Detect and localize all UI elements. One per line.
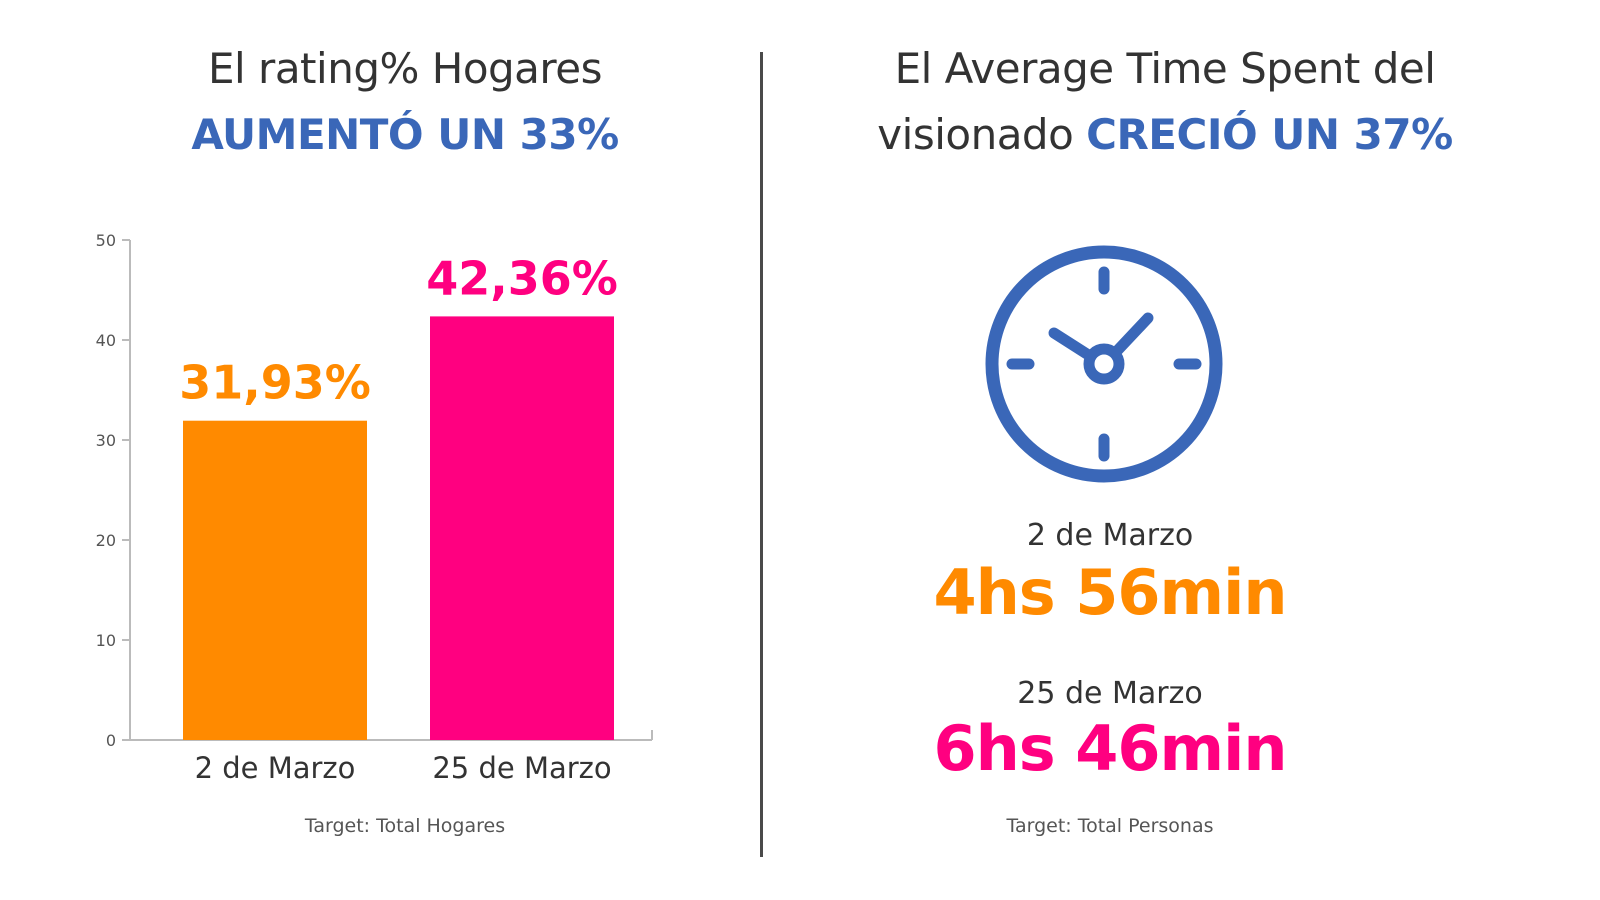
y-tick-label: 0 [106,731,116,750]
bar [430,316,614,740]
bar-data-label: 31,93% [179,356,371,410]
x-tick-label: 2 de Marzo [195,751,356,785]
stat-1-label: 2 de Marzo [1026,518,1194,553]
y-tick-label: 50 [96,231,116,250]
y-tick-label: 10 [96,631,116,650]
stat-1-value: 4hs 56min [933,556,1287,629]
bar-data-label: 42,36% [426,251,618,305]
left-target-note: Target: Total Hogares [304,815,506,837]
stat-2-label: 25 de Marzo [1017,676,1203,711]
left-title-accent: AUMENTÓ UN 33% [191,110,619,159]
y-tick-label: 40 [96,331,116,350]
x-tick-label: 25 de Marzo [432,751,611,785]
bar-chart: 0 10 20 30 40 50 31,93% 2 de Marzo 42,36% 25 de M… [96,231,653,785]
right-title-line2: visionado CRECIÓ UN 37% [770,110,1560,159]
left-title-line1: El rating% Hogares [208,44,602,93]
clock-icon [982,242,1226,490]
y-tick-label: 30 [96,431,116,450]
right-title-plain: visionado [877,110,1074,159]
right-title-accent: CRECIÓ UN 37% [1086,110,1453,159]
right-title-line1: El Average Time Spent del [894,44,1436,93]
right-target-note: Target: Total Personas [1006,815,1214,837]
stat-2-value: 6hs 46min [933,712,1287,785]
bar [183,420,367,740]
y-tick-label: 20 [96,531,116,550]
section-divider [760,52,763,857]
